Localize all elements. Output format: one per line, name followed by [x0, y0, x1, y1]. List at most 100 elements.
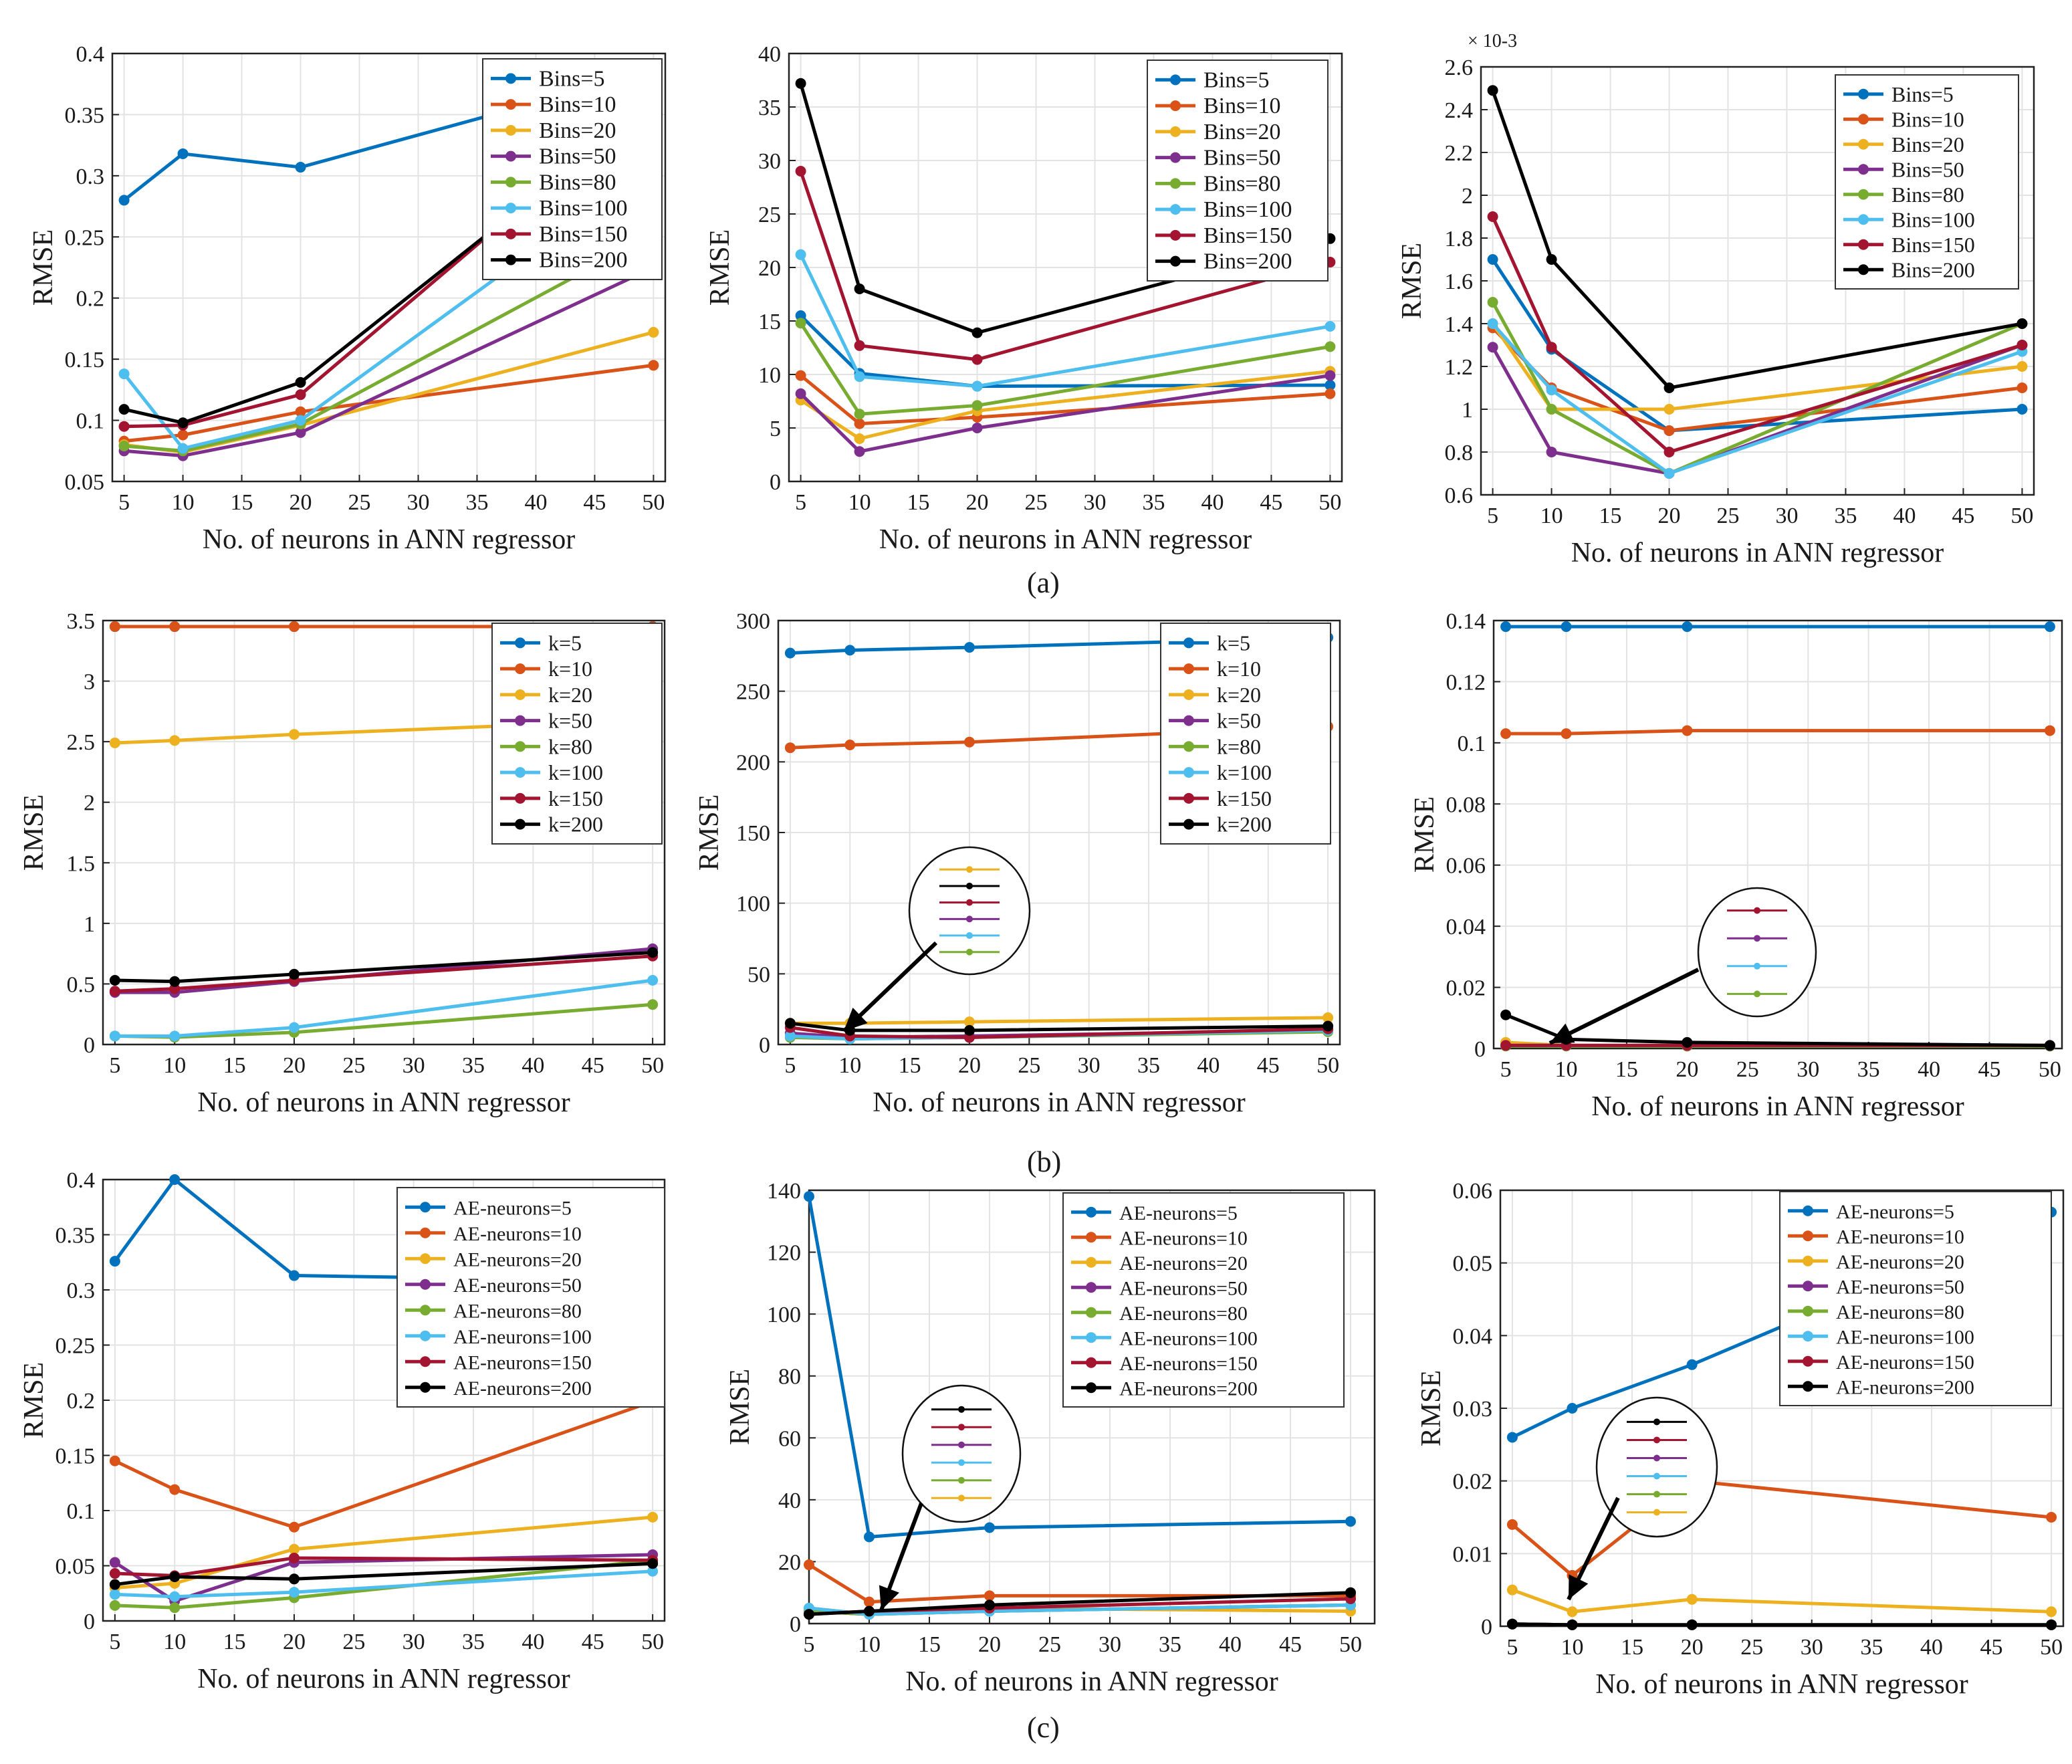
y-tick-label: 20: [778, 1550, 801, 1575]
inset-marker: [1754, 990, 1760, 998]
data-point: [971, 400, 983, 411]
x-tick-label: 35: [1860, 1635, 1883, 1660]
y-tick-label: 0.01: [1453, 1542, 1493, 1567]
legend-marker: [1858, 114, 1869, 125]
data-point: [118, 440, 130, 451]
y-tick-label: 0: [84, 1033, 95, 1058]
y-tick-label: 2.2: [1445, 141, 1474, 166]
legend-marker: [1858, 189, 1869, 200]
data-point: [169, 1571, 181, 1582]
legend-label: Bins=150: [1891, 233, 1975, 257]
data-point: [795, 318, 806, 329]
y-tick-label: 2.4: [1445, 98, 1474, 123]
series-line-1: [800, 374, 1331, 426]
series-line-0: [123, 69, 655, 202]
legend-marker: [505, 150, 516, 162]
series-line-4: [124, 233, 655, 453]
data-point: [1686, 1359, 1698, 1370]
x-tick-label: 10: [163, 1053, 186, 1078]
x-tick-label: 5: [118, 490, 130, 515]
series-line-5: [1491, 322, 2023, 475]
legend-marker: [1858, 214, 1869, 225]
data-point: [784, 1018, 796, 1029]
legend-marker: [515, 637, 526, 649]
data-point: [795, 388, 806, 399]
series-line-1: [124, 363, 654, 443]
x-tick-label: 25: [1717, 504, 1740, 528]
x-tick-label: 30: [1078, 1053, 1101, 1078]
chart-a3: 5 10 15 20 25 30 35 40 45 50 0.6 0.8 1 1.2 1.4 1.6 1.8 2 2…: [1397, 31, 2035, 568]
data-point: [177, 417, 189, 429]
data-point: [1325, 321, 1336, 332]
legend-marker: [1086, 1256, 1097, 1268]
legend-marker: [1803, 1355, 1813, 1367]
series-line-3: [1491, 343, 2023, 475]
zoom-inset: [901, 1384, 1022, 1523]
legend-label: AE-neurons=50: [1119, 1277, 1248, 1299]
plot-frame: [1492, 619, 2063, 1050]
y-tick-label: 250: [736, 680, 770, 705]
x-tick-label: 50: [2040, 1635, 2063, 1660]
legend-label: AE-neurons=5: [453, 1197, 572, 1219]
data-point: [109, 737, 120, 748]
legend-label: Bins=10: [539, 92, 616, 117]
legend-marker: [1183, 767, 1194, 778]
y-tick-label: 0.15: [65, 348, 105, 372]
series-line-6: [124, 94, 655, 429]
legend-label: k=200: [1217, 812, 1272, 837]
legend-label: AE-neurons=80: [1836, 1301, 1964, 1323]
data-point: [109, 621, 120, 633]
legend-box: [1779, 1191, 2052, 1406]
data-point: [1567, 1403, 1578, 1414]
x-tick-label: 40: [1920, 1635, 1943, 1660]
data-point: [295, 406, 306, 417]
legend-label: k=10: [1217, 657, 1261, 681]
data-point: [1546, 342, 1557, 353]
legend-marker: [515, 715, 526, 726]
x-tick-label: 15: [1599, 504, 1622, 528]
data-point: [1682, 1036, 1693, 1048]
data-point: [971, 354, 983, 365]
y-axis-label: RMSE: [1397, 243, 1427, 319]
legend-marker: [515, 792, 526, 804]
legend-marker: [1086, 1382, 1097, 1394]
data-point: [984, 1590, 995, 1602]
x-tick-label: 25: [342, 1630, 365, 1654]
legend-marker: [1183, 637, 1194, 649]
y-axis-label: RMSE: [28, 229, 59, 306]
y-tick-label: 0.2: [76, 287, 105, 312]
data-point: [295, 389, 306, 401]
series-line-0: [799, 314, 1331, 389]
legend-label: k=100: [548, 760, 603, 784]
y-tick-label: 3.5: [67, 609, 96, 634]
y-axis-label: RMSE: [705, 229, 735, 306]
series-line-7: [790, 1021, 1329, 1032]
plot-frame: [111, 52, 667, 483]
y-tick-label: 0.05: [55, 1555, 96, 1579]
data-point: [1487, 85, 1498, 96]
series-line-0: [807, 1196, 1351, 1539]
data-point: [795, 370, 806, 381]
data-point: [109, 1557, 120, 1568]
legend-box: [482, 58, 663, 280]
series-line-7: [124, 101, 655, 425]
data-point: [854, 418, 865, 429]
legend-marker: [420, 1227, 431, 1238]
legend-label: Bins=5: [1203, 68, 1270, 92]
inset-marker: [958, 1441, 965, 1448]
data-point: [647, 999, 659, 1010]
x-tick-label: 30: [402, 1630, 425, 1654]
legend-label: AE-neurons=5: [1119, 1202, 1238, 1224]
data-point: [1325, 341, 1336, 352]
y-tick-label: 25: [758, 203, 781, 227]
zoom-inset: [908, 846, 1031, 976]
data-point: [864, 1531, 875, 1543]
inset-marker: [1653, 1454, 1660, 1462]
series-line-2: [1491, 322, 2023, 411]
y-tick-label: 0.06: [1446, 854, 1486, 879]
inset-marker: [966, 899, 973, 906]
data-point: [1322, 1012, 1334, 1023]
y-tick-label: 3: [84, 670, 95, 695]
y-tick-label: 0.3: [76, 164, 105, 189]
